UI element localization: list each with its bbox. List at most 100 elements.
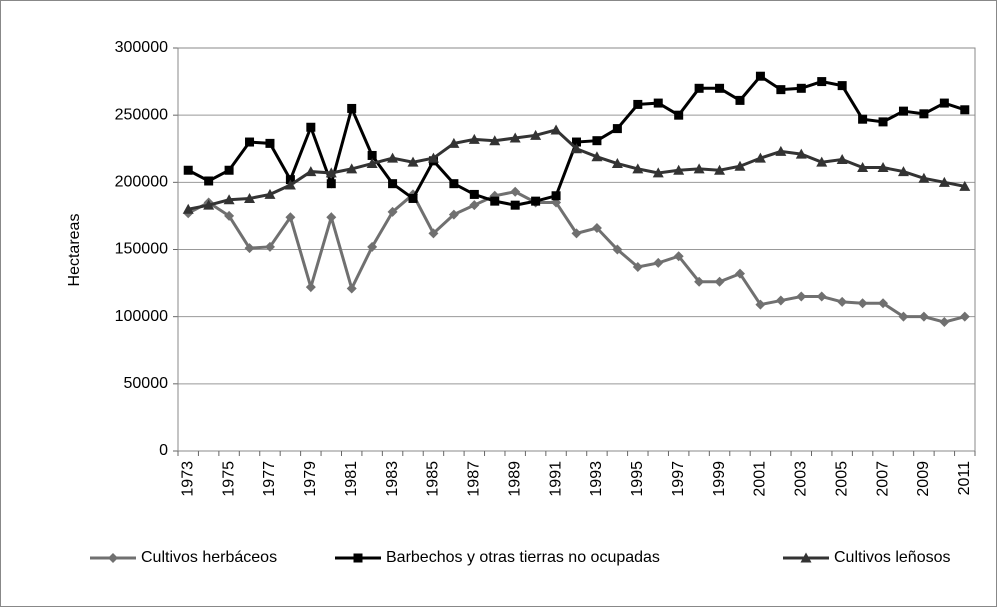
data-point: [326, 212, 337, 223]
data-point: [448, 137, 460, 148]
data-point: [836, 153, 848, 164]
data-point: [591, 151, 603, 162]
data-point: [571, 143, 582, 154]
data-point: [673, 164, 685, 175]
data-point: [837, 296, 848, 307]
data-point: [939, 98, 949, 108]
data-point: [367, 150, 377, 160]
data-point: [448, 209, 459, 220]
x-tick-label: 1985: [425, 461, 442, 497]
y-axis-label: Hectareas: [66, 214, 83, 287]
x-tick-label: 1979: [302, 461, 319, 497]
legend-marker: [353, 553, 363, 563]
data-point: [550, 124, 562, 135]
data-point: [959, 311, 970, 322]
data-point: [673, 251, 684, 262]
x-tick-label: 1991: [547, 461, 564, 497]
data-point: [387, 206, 398, 217]
data-point: [325, 167, 337, 178]
data-point: [898, 106, 908, 116]
data-point: [919, 109, 929, 119]
data-point: [408, 193, 418, 203]
data-point: [612, 124, 622, 134]
x-tick-label: 1981: [343, 461, 360, 497]
data-point: [366, 158, 378, 169]
data-point: [959, 180, 971, 191]
data-point: [449, 179, 459, 189]
data-point: [858, 114, 868, 124]
data-point: [796, 83, 806, 93]
data-point: [775, 295, 786, 306]
data-point: [346, 283, 357, 294]
data-point: [510, 200, 520, 210]
data-point: [203, 199, 215, 210]
data-point: [326, 179, 336, 189]
data-point: [489, 135, 501, 146]
data-point: [611, 158, 623, 169]
data-point: [694, 83, 704, 93]
x-tick-label: 1995: [629, 461, 646, 497]
y-tick-label: 250000: [115, 106, 168, 123]
data-point: [837, 81, 847, 91]
x-tick-label: 1977: [261, 461, 278, 497]
data-point: [714, 276, 725, 287]
data-point: [509, 132, 521, 143]
data-point: [938, 176, 950, 187]
legend-label: Barbechos y otras tierras no ocupadas: [386, 549, 660, 566]
data-point: [551, 191, 561, 201]
data-point: [878, 298, 889, 309]
x-tick-label: 1983: [384, 461, 401, 497]
y-tick-label: 150000: [115, 241, 168, 258]
data-point: [224, 210, 235, 221]
data-point: [183, 165, 193, 175]
data-point: [427, 152, 439, 163]
data-point: [755, 299, 766, 310]
data-point: [469, 189, 479, 199]
legend-marker: [108, 553, 118, 563]
data-point: [591, 223, 602, 234]
data-point: [612, 244, 623, 255]
y-tick-label: 300000: [115, 39, 168, 56]
data-point: [755, 71, 765, 81]
x-tick-label: 1999: [711, 461, 728, 497]
data-point: [571, 228, 582, 239]
data-point: [632, 163, 644, 174]
data-point: [918, 172, 930, 183]
data-point: [305, 166, 317, 177]
data-point: [469, 200, 480, 211]
data-point: [796, 291, 807, 302]
data-point: [652, 167, 664, 178]
data-point: [347, 103, 357, 113]
data-point: [776, 85, 786, 95]
data-point: [939, 317, 950, 328]
data-point: [898, 311, 909, 322]
data-point: [182, 203, 194, 214]
data-point: [775, 145, 787, 156]
data-point: [592, 136, 602, 146]
x-tick-label: 1993: [588, 461, 605, 497]
data-point: [224, 165, 234, 175]
legend-label: Cultivos leñosos: [834, 549, 951, 566]
data-point: [510, 186, 521, 197]
data-point: [817, 77, 827, 87]
data-point: [572, 137, 581, 147]
data-point: [244, 243, 255, 254]
y-tick-label: 100000: [115, 308, 168, 325]
data-point: [530, 129, 542, 140]
data-point: [632, 261, 643, 272]
data-point: [653, 257, 664, 268]
x-tick-label: 2001: [752, 461, 769, 497]
data-point: [468, 133, 480, 144]
data-point: [387, 152, 399, 163]
data-point: [795, 148, 807, 159]
x-tick-label: 2007: [874, 461, 891, 497]
plot-frame: [177, 47, 976, 452]
data-point: [265, 138, 275, 148]
data-point: [734, 160, 746, 171]
data-point: [284, 179, 296, 190]
legend-label: Cultivos herbáceos: [141, 549, 277, 566]
data-point: [918, 311, 929, 322]
data-point: [693, 163, 705, 174]
x-tick-label: 2011: [956, 461, 973, 496]
